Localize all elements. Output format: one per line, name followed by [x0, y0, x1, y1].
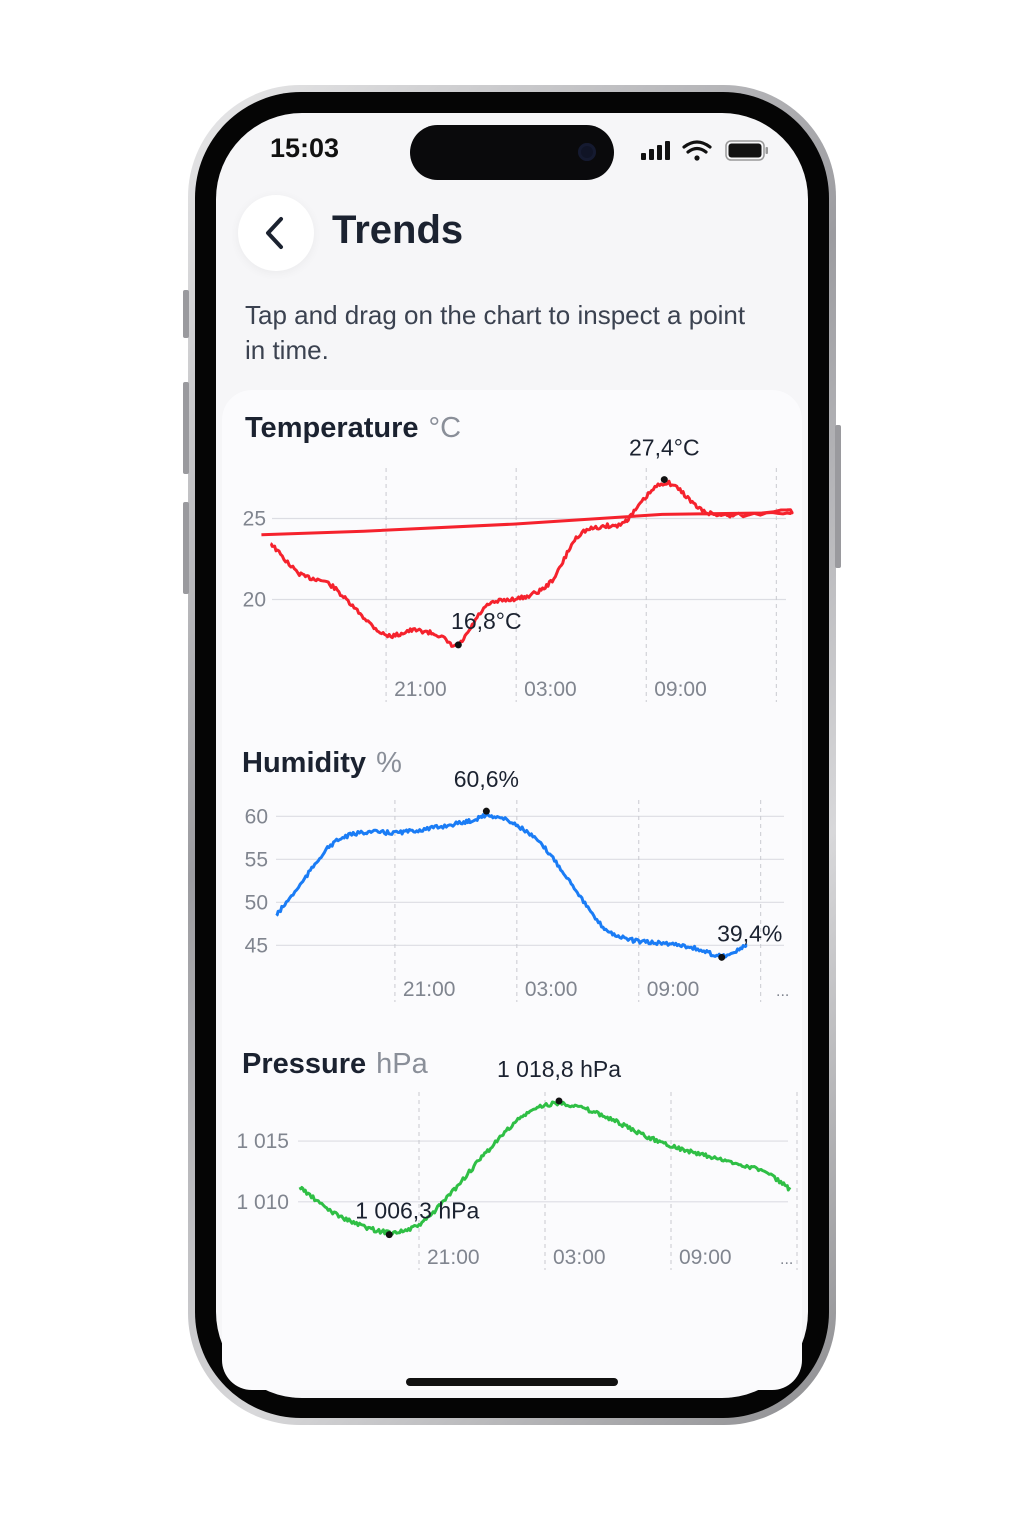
- chart-title: Temperature: [245, 412, 419, 444]
- series-line[interactable]: [261, 479, 794, 648]
- min-point-marker: [385, 1231, 393, 1239]
- x-tick-label: 21:00: [394, 678, 447, 701]
- x-tick-label: 03:00: [553, 1246, 606, 1269]
- x-axis-ellipsis: ...: [780, 1251, 793, 1268]
- x-tick-label: 03:00: [524, 678, 577, 701]
- max-value-label: 27,4°C: [629, 435, 700, 461]
- x-tick-label: 21:00: [403, 978, 456, 1001]
- x-tick-label: 09:00: [654, 678, 707, 701]
- chevron-left-icon: [266, 217, 283, 249]
- y-tick-label: 45: [245, 934, 268, 957]
- max-point-marker: [555, 1097, 563, 1105]
- chart-title: Humidity: [242, 747, 367, 779]
- min-value-label: 1 006,3 hPa: [355, 1198, 479, 1224]
- pressure-chart[interactable]: 1 010 1 015 21:00 03:00 09:00 ... 1 006,3 hPa 1…: [236, 1056, 798, 1270]
- chart-title: Pressure: [242, 1048, 367, 1080]
- camera-icon: [578, 143, 596, 161]
- home-indicator[interactable]: [406, 1378, 618, 1386]
- temperature-chart[interactable]: 20 25 21:00 03:00 09:00 16,8°C 27,4°C: [243, 435, 794, 702]
- volume-up-button: [183, 382, 189, 474]
- x-tick-label: 09:00: [679, 1246, 732, 1269]
- humidity-chart[interactable]: 45 50 55 60 21:00 03:00 09:00 ... 60,6% 39,4%: [245, 766, 790, 1002]
- max-point-marker: [660, 476, 668, 484]
- wifi-icon: [682, 140, 712, 161]
- battery-icon: [725, 140, 768, 161]
- y-tick-label: 1 015: [236, 1130, 289, 1153]
- series-line[interactable]: [275, 812, 748, 959]
- action-button: [183, 290, 189, 338]
- temperature-title: Temperature °C: [245, 412, 461, 445]
- page-title: Trends: [332, 208, 464, 252]
- signal-icon: [641, 141, 670, 160]
- x-tick-label: 21:00: [427, 1246, 480, 1269]
- y-tick-label: 25: [243, 507, 266, 530]
- y-tick-label: 60: [245, 805, 268, 828]
- humidity-title: Humidity%: [242, 747, 402, 780]
- instruction-text: Tap and drag on the chart to inspect a p…: [245, 300, 746, 365]
- chart-unit: %: [376, 747, 402, 779]
- charts-card: [222, 390, 802, 1390]
- y-tick-label: 50: [245, 891, 268, 914]
- y-tick-label: 20: [243, 589, 266, 612]
- min-point-marker: [454, 641, 462, 649]
- series-line[interactable]: [298, 1100, 792, 1236]
- back-button[interactable]: [238, 195, 314, 271]
- max-point-marker: [482, 807, 490, 815]
- y-tick-label: 55: [245, 848, 268, 871]
- pressure-title: Pressure hPa: [242, 1048, 428, 1081]
- x-tick-label: 09:00: [647, 978, 700, 1001]
- power-button: [835, 425, 841, 568]
- x-axis-ellipsis: ...: [776, 983, 789, 1000]
- status-icons: [641, 140, 768, 161]
- min-value-label: 39,4%: [717, 920, 782, 946]
- chart-unit: °C: [428, 412, 462, 444]
- min-value-label: 16,8°C: [451, 608, 522, 634]
- y-tick-label: 1 010: [236, 1191, 289, 1214]
- status-time: 15:03: [270, 133, 340, 163]
- x-tick-label: 03:00: [525, 978, 578, 1001]
- max-value-label: 60,6%: [454, 766, 519, 792]
- volume-down-button: [183, 502, 189, 594]
- max-value-label: 1 018,8 hPa: [497, 1056, 621, 1082]
- min-point-marker: [718, 953, 726, 961]
- chart-unit: hPa: [376, 1048, 428, 1080]
